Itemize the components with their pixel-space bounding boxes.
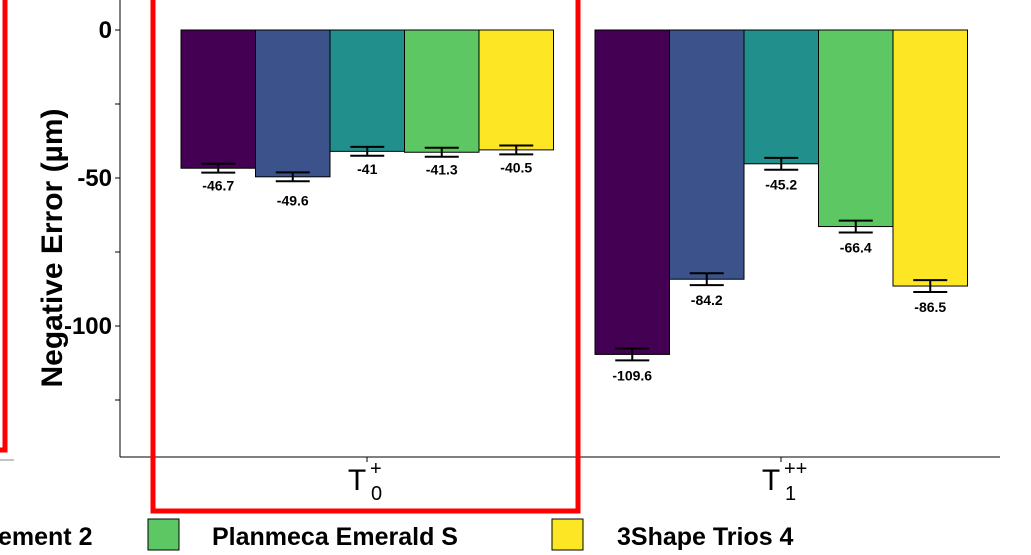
x-tick-label: T: [762, 464, 780, 497]
y-tick-label: -100: [64, 313, 112, 340]
highlight-box-partial: [0, 0, 8, 453]
legend-label: ement 2: [0, 523, 92, 551]
bar: [892, 29, 968, 287]
data-label: -41: [357, 161, 377, 177]
legend: ement 2 Planmeca Emerald S 3Shape Trios 4: [0, 518, 794, 551]
x-tick-superscript: +: [370, 458, 382, 480]
legend-label: 3Shape Trios 4: [617, 523, 794, 551]
bar: [329, 29, 405, 152]
x-tick-superscript: ++: [784, 458, 807, 480]
x-tick-subscript: 0: [371, 483, 382, 505]
x-tick-subscript: 1: [785, 483, 796, 505]
bar: [180, 29, 256, 169]
y-axis-label: Negative Error (µm): [36, 108, 69, 387]
data-label: -41.3: [426, 162, 458, 178]
data-label: -86.5: [914, 299, 946, 315]
bar: [255, 29, 331, 178]
legend-swatch: [147, 518, 180, 551]
highlight-box: [150, 0, 581, 514]
legend-swatch: [551, 518, 584, 551]
data-label: -66.4: [840, 239, 872, 255]
x-ticks: T 0+ T 1++: [348, 457, 807, 505]
bar: [669, 29, 745, 280]
y-tick-label: 0: [99, 17, 112, 44]
plot-frame: [0, 0, 1000, 461]
bar: [478, 29, 554, 151]
data-label: -84.2: [691, 292, 723, 308]
x-tick-label: T: [348, 464, 366, 497]
data-label: -46.7: [202, 178, 234, 194]
data-label: -45.2: [765, 177, 797, 193]
bar: [594, 29, 670, 355]
bar: [818, 29, 894, 228]
bar: [743, 29, 819, 165]
annotations: [0, 0, 581, 514]
data-label: -40.5: [500, 159, 532, 175]
bars: -46.7 -109.6 -49.6 -84.2 -41 -45.2 -41.3 -66.4 -…: [180, 29, 968, 383]
data-label: -109.6: [612, 367, 652, 383]
data-label: -49.6: [277, 192, 309, 208]
legend-label: Planmeca Emerald S: [212, 523, 458, 551]
y-ticks: 0 -50 -100: [64, 17, 120, 401]
y-tick-label: -50: [77, 165, 112, 192]
bar: [404, 29, 480, 153]
